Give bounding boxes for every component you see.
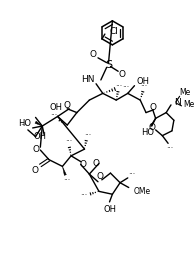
Polygon shape	[35, 121, 42, 126]
Text: O: O	[79, 160, 86, 169]
Text: N: N	[174, 99, 181, 107]
Text: O: O	[64, 101, 71, 110]
Text: O: O	[90, 51, 97, 59]
Text: ···: ···	[20, 122, 27, 131]
Text: ···: ···	[80, 191, 87, 200]
Text: Cl: Cl	[110, 27, 119, 36]
Text: OH: OH	[34, 132, 47, 141]
Text: HO: HO	[19, 119, 31, 128]
Text: ···: ···	[63, 176, 70, 185]
Text: Me: Me	[180, 88, 191, 97]
Text: O: O	[148, 123, 155, 132]
Text: ···: ···	[122, 83, 129, 92]
Text: OH: OH	[137, 77, 150, 86]
Text: Me: Me	[183, 100, 195, 109]
Text: O: O	[119, 70, 126, 79]
Text: OH: OH	[49, 103, 62, 112]
Text: HN: HN	[82, 75, 95, 84]
Text: OMe: OMe	[134, 187, 151, 196]
Text: O: O	[31, 166, 38, 175]
Text: ···: ···	[167, 145, 174, 154]
Text: HO: HO	[141, 128, 154, 137]
Text: S: S	[105, 59, 112, 70]
Text: ···: ···	[141, 82, 148, 91]
Text: O: O	[96, 172, 103, 181]
Text: ···: ···	[65, 137, 72, 146]
Text: ···: ···	[116, 82, 123, 91]
Text: OH: OH	[103, 205, 116, 214]
Text: O: O	[93, 159, 100, 168]
Text: ···: ···	[50, 111, 57, 120]
Polygon shape	[62, 166, 66, 175]
Text: ···: ···	[128, 170, 135, 180]
Text: O: O	[32, 145, 39, 154]
Text: ···: ···	[84, 131, 91, 140]
Text: O: O	[149, 103, 156, 112]
